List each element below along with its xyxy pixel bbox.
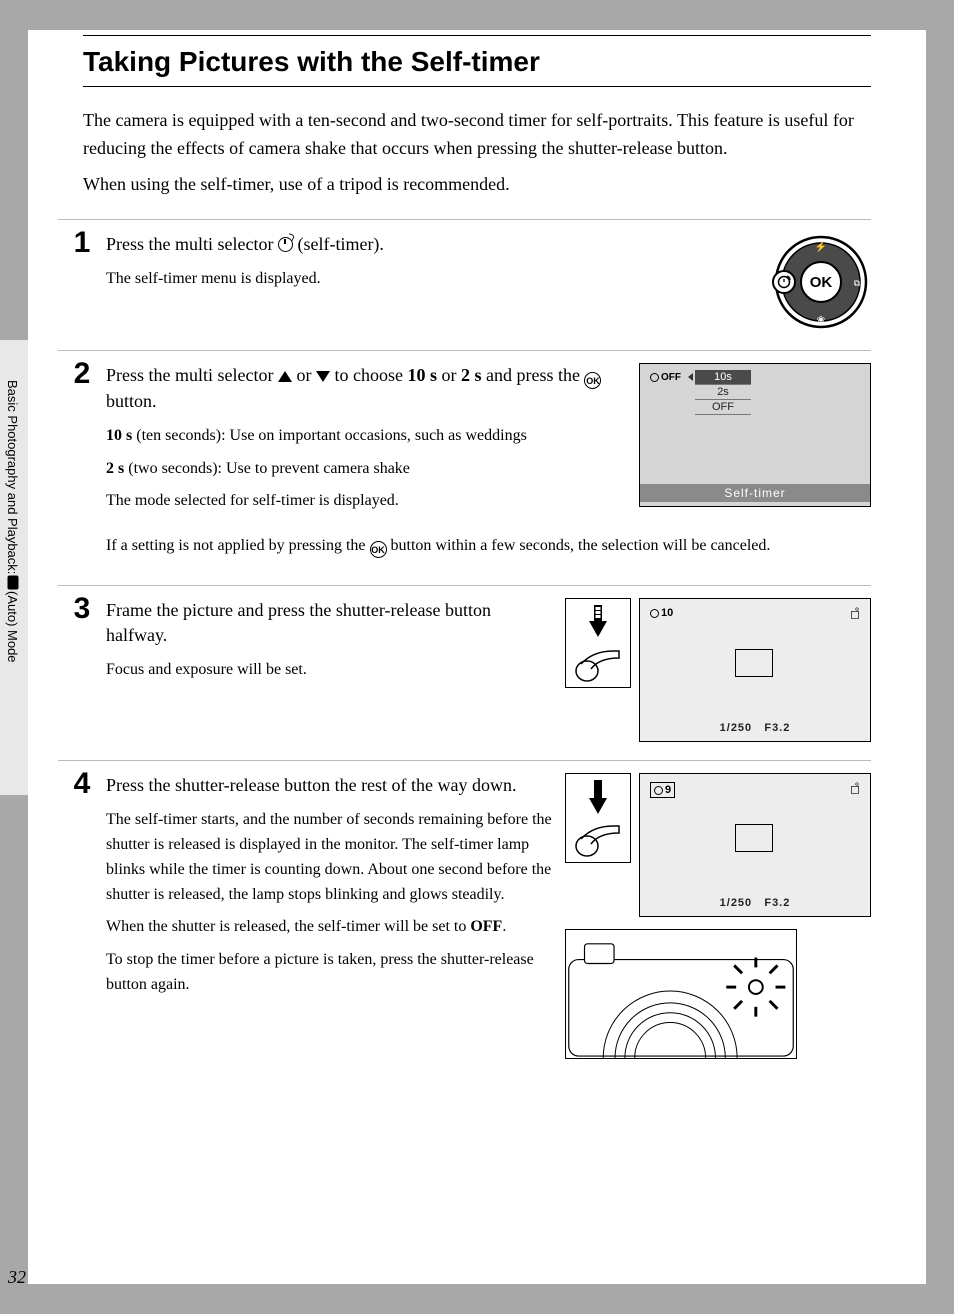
step-3-heading: Frame the picture and press the shutter-…	[106, 598, 553, 648]
focus-area	[735, 649, 773, 677]
step-2-desc-c: The mode selected for self-timer is disp…	[106, 489, 627, 514]
exposure-readout: 1/250 F3.2	[640, 722, 870, 734]
step-3: 3 Frame the picture and press the shutte…	[58, 585, 871, 760]
face-detect-icon: ◻̊	[850, 782, 860, 796]
ok-button-icon: OK	[370, 541, 387, 558]
ok-button-icon: OK	[584, 372, 601, 389]
step-3-desc: Focus and exposure will be set.	[106, 658, 553, 683]
menu-item-2s: 2s	[695, 385, 751, 400]
step-2-desc-b: 2 s (two seconds): Use to prevent camera…	[106, 457, 627, 482]
multi-selector-dial-illustration: OK ⚡ ❀ ⧉	[771, 232, 871, 332]
svg-text:⚡: ⚡	[815, 240, 827, 253]
timer-menu: 10s 2s OFF	[695, 370, 751, 415]
down-arrow-icon	[316, 371, 330, 382]
svg-text:⧉: ⧉	[854, 278, 861, 288]
page-number: 32	[8, 1267, 26, 1288]
camera-icon	[7, 576, 18, 590]
camera-front-illustration	[565, 929, 797, 1059]
timer-status-badge: OFF	[650, 372, 681, 383]
exposure-readout: 1/250 F3.2	[640, 897, 870, 909]
timer-countdown: 9	[650, 782, 675, 798]
step-2-desc-a: 10 s (ten seconds): Use on important occ…	[106, 424, 627, 449]
menu-item-10s: 10s	[695, 370, 751, 385]
step-number: 4	[58, 761, 106, 1077]
menu-arrow-icon	[688, 373, 693, 381]
intro-paragraph-1: The camera is equipped with a ten-second…	[83, 107, 871, 163]
mini-timer-icon	[650, 373, 659, 382]
manual-page: Basic Photography and Playback: (Auto) M…	[28, 30, 926, 1284]
step-1-desc: The self-timer menu is displayed.	[106, 267, 759, 292]
step-number: 1	[58, 220, 106, 350]
step-2-heading: Press the multi selector or to choose 10…	[106, 363, 627, 414]
step-4-desc-a: The self-timer starts, and the number of…	[106, 808, 553, 907]
step-2-desc-d: If a setting is not applied by pressing …	[106, 534, 871, 559]
step-2: 2 Press the multi selector or to choose …	[58, 350, 871, 585]
menu-item-off: OFF	[695, 400, 751, 415]
timer-indicator: 10	[650, 607, 673, 619]
finger-icon	[575, 824, 621, 858]
ok-label: OK	[810, 274, 833, 291]
title-rule-bottom	[83, 86, 871, 87]
step-number: 3	[58, 586, 106, 760]
self-timer-icon	[278, 237, 293, 252]
step-1: 1 Press the multi selector (self-timer).…	[58, 219, 871, 350]
side-tab-text-before: Basic Photography and Playback:	[5, 380, 20, 574]
face-detect-icon: ◻̊	[850, 607, 860, 621]
half-press-illustration	[565, 598, 631, 688]
svg-text:❀: ❀	[817, 315, 825, 326]
intro-paragraph-2: When using the self-timer, use of a trip…	[83, 171, 871, 199]
side-tab-text-after: (Auto) Mode	[5, 591, 20, 663]
side-tab: Basic Photography and Playback: (Auto) M…	[0, 340, 28, 795]
step-4-desc-b: When the shutter is released, the self-t…	[106, 915, 553, 940]
finger-icon	[575, 649, 621, 683]
full-press-illustration	[565, 773, 631, 863]
section-title: Taking Pictures with the Self-timer	[83, 36, 871, 86]
mini-timer-icon	[650, 609, 659, 618]
step-4: 4 Press the shutter-release button the r…	[58, 760, 871, 1077]
step-4-desc-c: To stop the timer before a picture is ta…	[106, 948, 553, 998]
step-number: 2	[58, 351, 106, 585]
up-arrow-icon	[278, 371, 292, 382]
focus-area	[735, 824, 773, 852]
live-view-lcd-halfpress: 10 ◻̊ 1/250 F3.2	[639, 598, 871, 742]
self-timer-menu-lcd: OFF 10s 2s OFF Self-timer	[639, 363, 871, 507]
live-view-lcd-countdown: 9 ◻̊ 1/250 F3.2	[639, 773, 871, 917]
step-4-heading: Press the shutter-release button the res…	[106, 773, 553, 798]
lcd-menu-label: Self-timer	[640, 484, 870, 502]
mini-timer-icon	[654, 786, 663, 795]
step-1-heading: Press the multi selector (self-timer).	[106, 232, 759, 257]
